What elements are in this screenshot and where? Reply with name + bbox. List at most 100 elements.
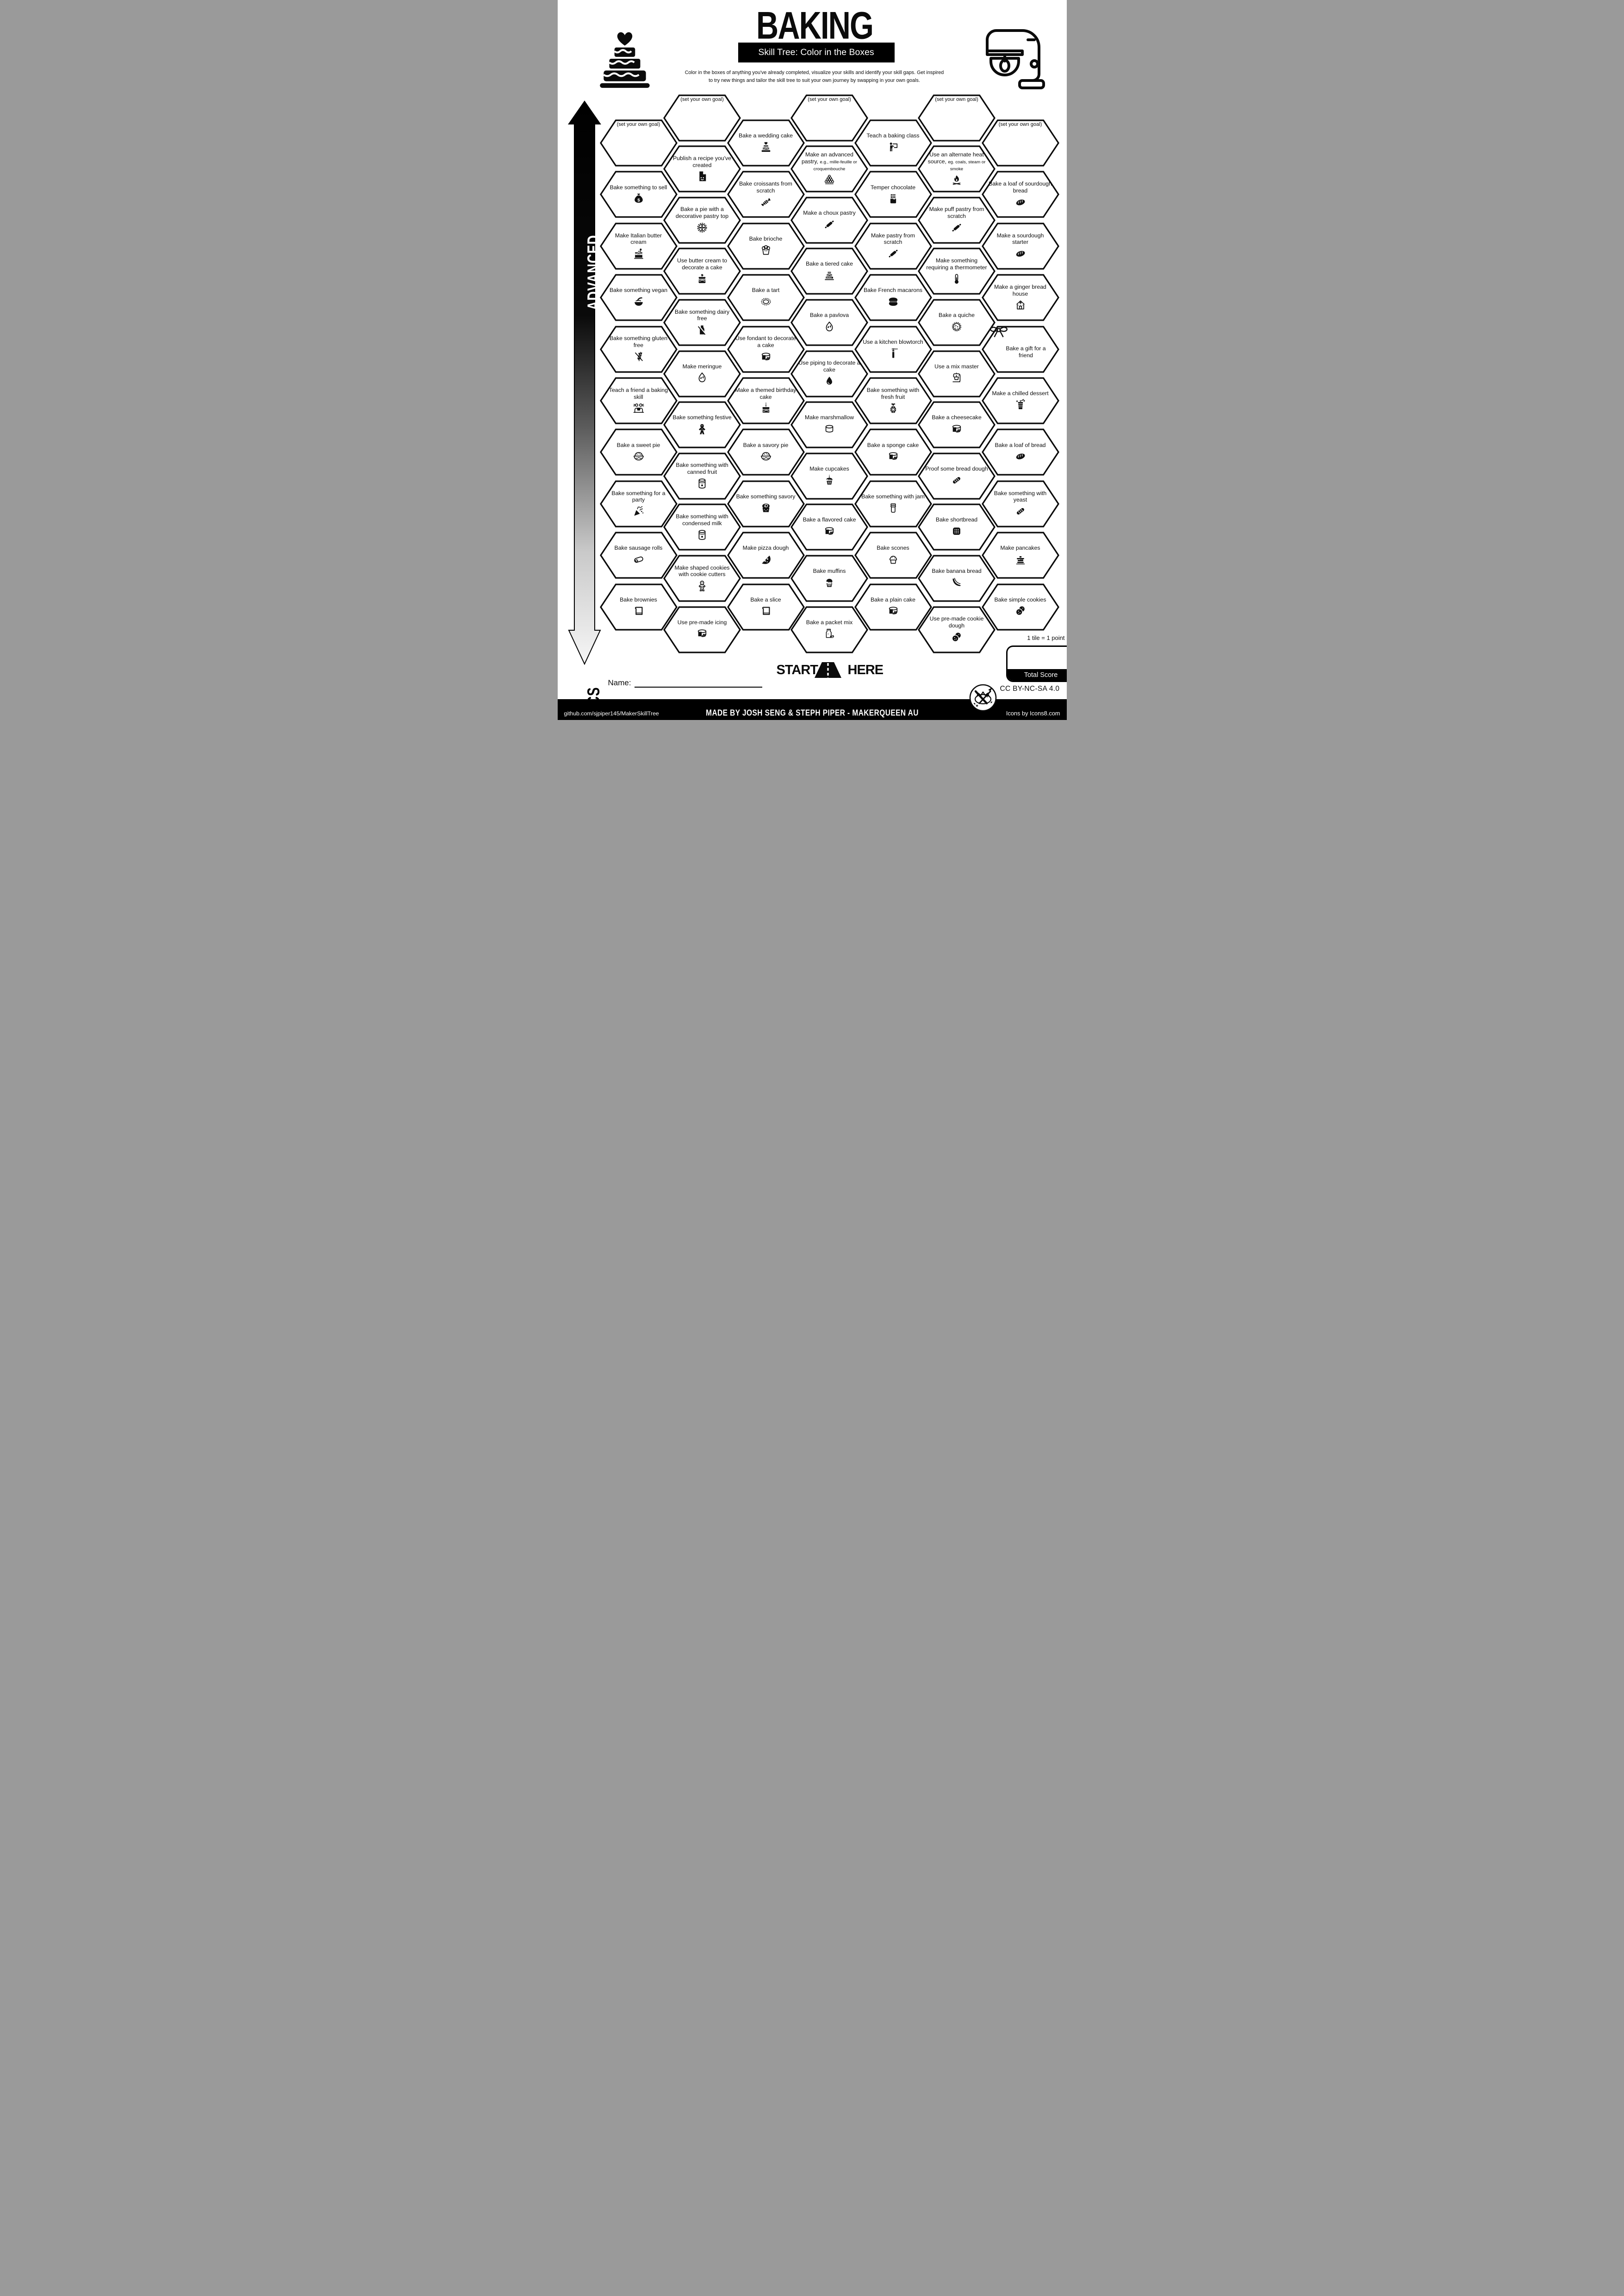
hex-tile[interactable]: Make a sourdough starter (981, 222, 1060, 270)
score-entry-space[interactable] (1008, 647, 1067, 669)
total-score-box: Total Score (1006, 645, 1067, 682)
hex-tile[interactable]: Temper chocolate (854, 170, 933, 218)
hex-tile[interactable]: Bake something for a party (599, 480, 678, 528)
hex-tile[interactable]: Bake a wedding cake (727, 119, 805, 167)
hex-tile[interactable]: Make cupcakes (790, 452, 869, 500)
hex-tile[interactable]: Bake a gift for a friend (981, 325, 1060, 373)
hex-tile[interactable]: Bake a cheesecake (917, 401, 996, 449)
hex-label: Proof some bread dough (925, 465, 988, 472)
hex-tile[interactable]: Make marshmallow (790, 401, 869, 449)
hex-tile[interactable]: Bake something vegan (599, 273, 678, 322)
hex-tile[interactable]: Bake something dairy free (663, 298, 741, 347)
hex-tile[interactable]: Make pastry from scratch (854, 222, 933, 270)
hex-tile[interactable]: Bake shortbread (917, 503, 996, 551)
hex-tile[interactable]: Bake something gluten free (599, 325, 678, 373)
hex-tile[interactable]: Bake sausage rolls (599, 531, 678, 579)
hex-tile[interactable]: Bake something festive (663, 401, 741, 449)
hex-label: Make cupcakes (809, 465, 849, 472)
hex-label: Make a choux pastry (803, 209, 856, 216)
hex-tile[interactable]: Bake banana bread (917, 554, 996, 602)
hex-tile[interactable]: Use pre-made icing (663, 606, 741, 654)
hex-tile[interactable]: Bake scones (854, 531, 933, 579)
hex-tile[interactable]: Bake a slice (727, 583, 805, 631)
hex-tile[interactable]: Make shaped cookies with cookie cutters (663, 554, 741, 602)
cookies-icon (950, 631, 963, 644)
hex-tile[interactable]: Bake a tiered cake (790, 247, 869, 295)
hex-tile[interactable]: Bake a loaf of sourdough bread (981, 170, 1060, 218)
vegan-bowl-icon (632, 295, 645, 308)
footer-icons-credit: Icons by Icons8.com (1006, 710, 1060, 717)
hex-outline (790, 401, 868, 448)
hex-tile[interactable]: Bake something savory (727, 480, 805, 528)
hex-outline (981, 171, 1059, 218)
hex-tile[interactable]: Make a themed birthday cake (727, 377, 805, 425)
hex-tile[interactable]: Use pre-made cookie dough (917, 606, 996, 654)
hex-tile[interactable]: Make a choux pastry (790, 196, 869, 244)
hex-tile[interactable]: Make something requiring a thermometer (917, 247, 996, 295)
hex-label: Use pre-made icing (677, 619, 727, 626)
hex-tile[interactable]: Bake brioche (727, 222, 805, 270)
hex-tile[interactable]: Bake a flavored cake (790, 503, 869, 551)
hex-tile[interactable]: Bake simple cookies (981, 583, 1060, 631)
hex-tile[interactable]: Make a ginger bread house (981, 273, 1060, 322)
hex-tile[interactable]: Bake a pavlova (790, 298, 869, 347)
hex-tile[interactable]: Publish a recipe you've created (663, 145, 741, 193)
hex-tile[interactable]: (set your own goal) (790, 94, 869, 142)
hex-tile[interactable]: Bake brownies (599, 583, 678, 631)
banana-icon (950, 576, 963, 589)
hex-label: (set your own goal) (616, 122, 660, 127)
hex-tile[interactable]: Bake French macarons (854, 273, 933, 322)
party-popper-icon (632, 505, 645, 518)
tiered-cake-icon (823, 269, 836, 282)
hex-outline (727, 274, 805, 321)
hex-tile[interactable]: Use butter cream to decorate a cake (663, 247, 741, 295)
hex-tile[interactable]: Bake a sponge cake (854, 428, 933, 476)
hex-tile[interactable]: Teach a friend a baking skill (599, 377, 678, 425)
hex-tile[interactable]: Use a mix master (917, 350, 996, 398)
hex-tile[interactable]: (set your own goal) (981, 119, 1060, 167)
description-line-2: to try new things and tailor the skill t… (709, 77, 920, 83)
hex-tile[interactable]: Bake a plain cake (854, 583, 933, 631)
hex-tile[interactable]: Bake a quiche (917, 298, 996, 347)
hex-tile[interactable]: Use fondant to decorate a cake (727, 325, 805, 373)
hex-tile[interactable]: Bake something to sell $ (599, 170, 678, 218)
hex-tile[interactable]: (set your own goal) (917, 94, 996, 142)
hex-tile[interactable]: Use a kitchen blowtorch (854, 325, 933, 373)
hex-outline (599, 532, 678, 579)
hex-label: Bake a loaf of sourdough bread (989, 180, 1052, 194)
hex-tile[interactable]: Make pizza dough (727, 531, 805, 579)
hex-outline (663, 606, 741, 653)
hex-tile[interactable]: Bake something with condensed milk (663, 503, 741, 551)
name-input-line[interactable] (634, 687, 762, 688)
hex-tile[interactable]: Bake something with canned fruit (663, 452, 741, 500)
hex-tile[interactable]: Bake something with fresh fruit (854, 377, 933, 425)
hex-tile[interactable]: Bake a loaf of bread (981, 428, 1060, 476)
hex-tile[interactable]: Make a chilled dessert (981, 377, 1060, 425)
cake-slice-icon (632, 247, 645, 260)
hex-tile[interactable]: Bake croissants from scratch (727, 170, 805, 218)
hex-tile[interactable]: Bake a savory pie (727, 428, 805, 476)
hex-tile[interactable]: Make Italian butter cream (599, 222, 678, 270)
hex-tile[interactable]: Bake a tart (727, 273, 805, 322)
drip-cake-icon (887, 604, 900, 617)
cookies-icon (1014, 604, 1027, 617)
hex-tile[interactable]: Bake a packet mix (790, 606, 869, 654)
hex-tile[interactable]: (set your own goal) (599, 119, 678, 167)
hex-tile[interactable]: Make puff pastry from scratch (917, 196, 996, 244)
hex-tile[interactable]: Use piping to decorate a cake (790, 350, 869, 398)
hex-tile[interactable]: (set your own goal) (663, 94, 741, 142)
hex-outline (981, 119, 1059, 167)
hex-tile[interactable]: Teach a baking class (854, 119, 933, 167)
hex-tile[interactable]: Proof some bread dough (917, 452, 996, 500)
campfire-icon (950, 174, 963, 186)
hex-tile[interactable]: Bake something with yeast (981, 480, 1060, 528)
hex-tile[interactable]: Make meringue (663, 350, 741, 398)
hex-tile[interactable]: Make an advanced pastry, e.g., mille-feu… (790, 145, 869, 193)
hex-tile[interactable]: Bake something with jam (854, 480, 933, 528)
hex-tile[interactable]: Use an alternate heat source, eg. coals,… (917, 145, 996, 193)
hex-tile[interactable]: Bake a pie with a decorative pastry top (663, 196, 741, 244)
hex-tile[interactable]: Bake a sweet pie (599, 428, 678, 476)
hex-tile[interactable]: Bake muffins (790, 554, 869, 602)
hex-tile[interactable]: Make pancakes (981, 531, 1060, 579)
bread-loaf-icon (1014, 196, 1027, 209)
